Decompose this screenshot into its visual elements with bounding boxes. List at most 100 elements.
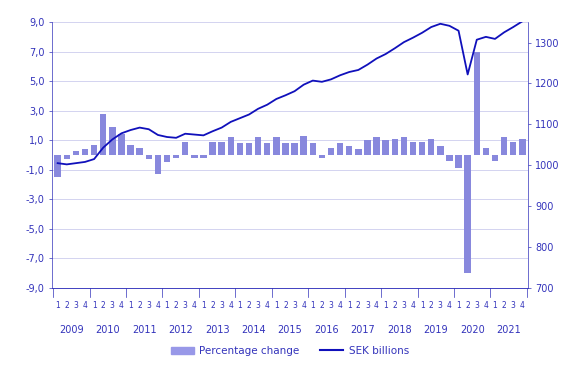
Bar bbox=[300, 136, 307, 155]
Bar bbox=[446, 155, 452, 161]
Bar bbox=[128, 145, 134, 155]
Text: 1: 1 bbox=[128, 301, 133, 310]
Text: 2: 2 bbox=[174, 301, 179, 310]
Text: 4: 4 bbox=[374, 301, 379, 310]
Bar bbox=[328, 148, 334, 155]
Bar bbox=[492, 155, 498, 161]
Bar bbox=[64, 155, 70, 159]
Text: 1: 1 bbox=[238, 301, 242, 310]
Text: 4: 4 bbox=[447, 301, 452, 310]
Text: 2: 2 bbox=[101, 301, 106, 310]
Text: 4: 4 bbox=[119, 301, 124, 310]
Text: 3: 3 bbox=[438, 301, 443, 310]
Text: 3: 3 bbox=[183, 301, 188, 310]
Bar bbox=[282, 143, 289, 155]
Bar bbox=[318, 155, 325, 158]
Legend: Percentage change, SEK billions: Percentage change, SEK billions bbox=[167, 342, 413, 360]
Text: 2: 2 bbox=[356, 301, 361, 310]
Bar bbox=[474, 52, 480, 155]
Text: 1: 1 bbox=[201, 301, 206, 310]
Text: 2: 2 bbox=[210, 301, 215, 310]
Text: 4: 4 bbox=[82, 301, 88, 310]
Bar bbox=[310, 143, 316, 155]
Text: 1: 1 bbox=[456, 301, 461, 310]
Bar bbox=[382, 140, 389, 155]
Bar bbox=[264, 143, 270, 155]
Bar bbox=[146, 155, 152, 159]
Bar bbox=[355, 149, 361, 155]
Text: 2019: 2019 bbox=[423, 325, 448, 335]
Text: 2: 2 bbox=[283, 301, 288, 310]
Text: 2: 2 bbox=[137, 301, 142, 310]
Text: 3: 3 bbox=[256, 301, 260, 310]
Text: 2013: 2013 bbox=[205, 325, 230, 335]
Bar bbox=[246, 143, 252, 155]
Bar bbox=[519, 139, 525, 155]
Bar bbox=[374, 137, 380, 155]
Bar bbox=[109, 127, 115, 155]
Text: 3: 3 bbox=[110, 301, 115, 310]
Text: 2012: 2012 bbox=[168, 325, 193, 335]
Text: 1: 1 bbox=[420, 301, 425, 310]
Text: 2: 2 bbox=[429, 301, 434, 310]
Text: 2: 2 bbox=[64, 301, 69, 310]
Bar bbox=[191, 155, 198, 158]
Text: 4: 4 bbox=[192, 301, 197, 310]
Bar bbox=[200, 155, 206, 158]
Text: 3: 3 bbox=[219, 301, 224, 310]
Text: 2009: 2009 bbox=[59, 325, 84, 335]
Bar bbox=[410, 142, 416, 155]
Bar bbox=[291, 143, 298, 155]
Bar bbox=[237, 143, 243, 155]
Bar bbox=[155, 155, 161, 174]
Text: 3: 3 bbox=[511, 301, 516, 310]
Text: 2011: 2011 bbox=[132, 325, 157, 335]
Bar bbox=[91, 145, 97, 155]
Bar bbox=[209, 142, 216, 155]
Text: 4: 4 bbox=[520, 301, 525, 310]
Text: 1: 1 bbox=[55, 301, 60, 310]
Text: 3: 3 bbox=[74, 301, 78, 310]
Bar bbox=[401, 137, 407, 155]
Text: 1: 1 bbox=[310, 301, 315, 310]
Text: 4: 4 bbox=[411, 301, 415, 310]
Text: 1: 1 bbox=[383, 301, 388, 310]
Bar bbox=[164, 155, 170, 162]
Bar bbox=[510, 142, 516, 155]
Text: 3: 3 bbox=[365, 301, 370, 310]
Bar bbox=[483, 148, 489, 155]
Bar bbox=[136, 148, 143, 155]
Text: 3: 3 bbox=[474, 301, 479, 310]
Bar bbox=[419, 142, 425, 155]
Bar bbox=[465, 155, 471, 273]
Bar bbox=[118, 134, 125, 155]
Text: 1: 1 bbox=[165, 301, 169, 310]
Bar bbox=[227, 137, 234, 155]
Bar bbox=[72, 151, 79, 155]
Text: 2: 2 bbox=[320, 301, 324, 310]
Text: 1: 1 bbox=[92, 301, 96, 310]
Bar bbox=[337, 143, 343, 155]
Text: 2015: 2015 bbox=[278, 325, 302, 335]
Text: 2010: 2010 bbox=[96, 325, 120, 335]
Text: 1: 1 bbox=[274, 301, 279, 310]
Bar bbox=[173, 155, 179, 158]
Bar bbox=[364, 140, 371, 155]
Text: 3: 3 bbox=[146, 301, 151, 310]
Text: 2017: 2017 bbox=[350, 325, 375, 335]
Bar bbox=[82, 149, 88, 155]
Bar bbox=[255, 137, 262, 155]
Text: 4: 4 bbox=[301, 301, 306, 310]
Bar bbox=[182, 142, 188, 155]
Bar bbox=[346, 146, 353, 155]
Text: 2018: 2018 bbox=[387, 325, 412, 335]
Bar bbox=[437, 146, 444, 155]
Bar bbox=[501, 137, 508, 155]
Text: 2: 2 bbox=[465, 301, 470, 310]
Text: 4: 4 bbox=[484, 301, 488, 310]
Text: 3: 3 bbox=[401, 301, 407, 310]
Text: 2020: 2020 bbox=[460, 325, 485, 335]
Text: 3: 3 bbox=[292, 301, 297, 310]
Bar bbox=[100, 114, 106, 155]
Text: 4: 4 bbox=[338, 301, 343, 310]
